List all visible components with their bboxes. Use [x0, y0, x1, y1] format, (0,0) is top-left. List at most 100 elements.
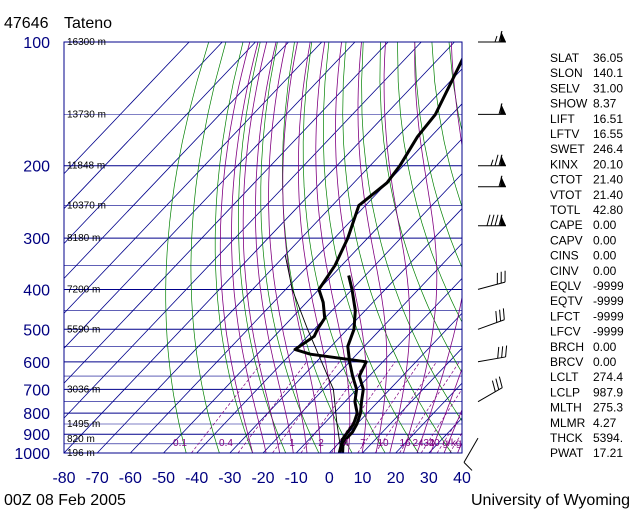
pressure-label-700: 700	[23, 382, 50, 399]
index-value-swet: 246.4	[593, 142, 623, 156]
x-tick--70: -70	[86, 470, 109, 487]
moist-adiabat-36	[443, 408, 462, 453]
index-label-pwat: PWAT	[550, 446, 584, 460]
index-label-slon: SLON	[550, 66, 583, 80]
mixing-ratio-label-0: 0.1	[173, 438, 187, 449]
pressure-label-400: 400	[23, 282, 50, 299]
index-label-kinx: KINX	[550, 157, 578, 171]
height-label-700: 3036 m	[67, 384, 100, 395]
index-value-lfct: -9999	[593, 309, 624, 323]
index-label-cinv: CINV	[550, 264, 579, 278]
index-value-slon: 140.1	[593, 66, 623, 80]
dry-adiabat-320	[361, 42, 462, 422]
mixing-ratio-label-9: 32	[423, 438, 435, 449]
data-source: University of Wyoming	[471, 492, 630, 509]
mixing-ratio-label-1: 0.4	[219, 438, 233, 449]
pressure-label-100: 100	[23, 35, 50, 52]
wind-barb-feather	[498, 103, 503, 115]
profile-layer	[284, 56, 462, 453]
isotherm-20	[395, 382, 462, 453]
wind-barb-feather	[501, 346, 504, 358]
isotherm--60	[130, 103, 462, 453]
index-label-lfcv: LFCV	[550, 325, 581, 339]
mixing-ratio-label-5: 7	[360, 438, 366, 449]
x-tick--10: -10	[285, 470, 308, 487]
dry-adiabat-470	[621, 42, 640, 462]
index-value-brcv: 0.00	[593, 355, 617, 369]
isotherm--20	[262, 242, 462, 453]
pressure-label-500: 500	[23, 322, 50, 339]
isotherm--150	[64, 42, 223, 210]
index-value-lclt: 274.4	[593, 370, 623, 384]
wind-barb-feather	[497, 346, 500, 359]
isotherm--70	[96, 68, 462, 453]
wind-barb-feather	[505, 345, 508, 357]
dry-adiabat-230	[165, 42, 210, 453]
index-value-cinv: 0.00	[593, 264, 617, 278]
wind-barb-feather	[498, 376, 503, 388]
index-value-lftv: 16.55	[593, 127, 623, 141]
wind-barb-feather	[498, 30, 503, 43]
index-value-mlmr: 4.27	[593, 416, 617, 430]
index-label-thck: THCK	[550, 431, 583, 445]
index-value-capv: 0.00	[593, 233, 617, 247]
dry-adiabat-260	[238, 42, 287, 453]
dry-adiabat-270	[260, 42, 320, 453]
index-label-lclt: LCLT	[550, 370, 579, 384]
index-label-mlmr: MLMR	[550, 416, 586, 430]
wind-barbs	[463, 30, 508, 471]
mixing-ratio-line-8	[420, 388, 462, 453]
height-label-250: 10370 m	[67, 201, 106, 212]
isotherm--120	[64, 42, 323, 314]
moist-adiabat-32	[430, 367, 462, 453]
index-value-selv: 31.00	[593, 81, 623, 95]
index-label-cins: CINS	[550, 249, 579, 263]
wind-barb-7	[477, 345, 508, 363]
height-label-925: 820 m	[67, 434, 95, 445]
index-label-lfct: LFCT	[550, 309, 581, 323]
x-tick--60: -60	[119, 470, 142, 487]
grid-layer	[64, 42, 462, 453]
moist-adiabat-8	[315, 42, 351, 453]
x-tick-20: 20	[387, 470, 405, 487]
wind-barb-staff	[463, 437, 479, 463]
moist-adiabat-12	[335, 42, 368, 453]
station-id: 47646	[4, 15, 49, 32]
mixing-ratio-line-5	[357, 361, 421, 453]
wind-barb-6	[477, 308, 505, 330]
index-label-ctot: CTOT	[550, 173, 583, 187]
moist-adiabat--20	[219, 42, 254, 453]
moist-adiabat--4	[268, 42, 308, 453]
index-label-vtot: VTOT	[550, 188, 582, 202]
wind-barb-staff	[477, 281, 506, 290]
temperature-line	[293, 56, 462, 453]
wind-barb-feather	[494, 214, 499, 226]
mixing-ratio-label-7: 16	[399, 438, 411, 449]
wind-barb-feather	[495, 311, 498, 323]
dry-adiabat-350	[414, 42, 462, 269]
height-label-850: 1495 m	[67, 419, 100, 430]
moist-adiabat--12	[242, 42, 281, 453]
moist-adiabat-0	[282, 42, 322, 453]
index-value-cins: 0.00	[593, 249, 617, 263]
mixing-ratio-label-3: 2	[318, 438, 324, 449]
wind-barb-half-feather	[490, 159, 494, 166]
index-label-show: SHOW	[550, 97, 588, 111]
x-tick--40: -40	[185, 470, 208, 487]
x-tick-0: 0	[325, 470, 334, 487]
mixing-ratio-line-0	[191, 361, 263, 453]
moist-adiabat-40	[457, 441, 462, 453]
pressure-label-800: 800	[23, 406, 50, 423]
wind-barb-feather	[499, 309, 502, 322]
x-tick-10: 10	[354, 470, 372, 487]
mixing-ratio-label-4: 4	[343, 438, 349, 449]
index-label-brch: BRCH	[550, 340, 584, 354]
index-label-brcv: BRCV	[550, 355, 583, 369]
height-label-200: 11848 m	[67, 161, 105, 172]
isotherm--40	[196, 173, 462, 453]
observation-time: 00Z 08 Feb 2005	[4, 492, 126, 509]
index-value-lift: 16.51	[593, 112, 623, 126]
station-name: Tateno	[64, 15, 112, 32]
dry-adiabat-280	[282, 42, 353, 453]
